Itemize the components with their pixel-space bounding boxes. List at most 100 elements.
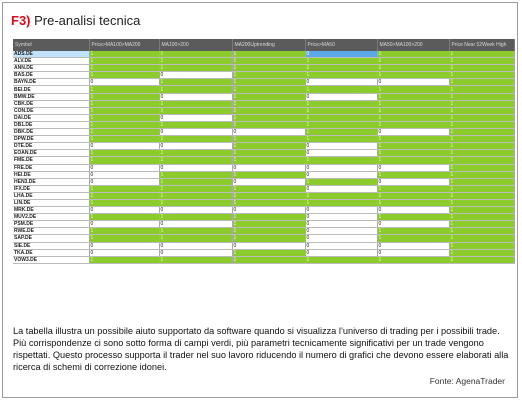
match-cell[interactable]: 1 (449, 51, 515, 59)
match-cell[interactable]: 1 (232, 171, 306, 179)
symbol-cell[interactable]: CON.DE (13, 107, 90, 115)
nomatch-cell[interactable]: 0 (377, 249, 450, 257)
nomatch-cell[interactable]: 0 (232, 206, 306, 215)
nomatch-cell[interactable]: 0 (377, 242, 450, 250)
match-cell[interactable]: 1 (232, 220, 306, 229)
symbol-cell[interactable]: HEI.DE (13, 171, 90, 179)
match-cell[interactable]: 1 (232, 121, 306, 130)
symbol-cell[interactable]: EOAN.DE (13, 149, 90, 158)
match-cell[interactable]: 1 (89, 57, 160, 66)
symbol-cell[interactable]: MRK.DE (13, 206, 90, 215)
nomatch-cell[interactable]: 0 (377, 164, 450, 172)
symbol-cell[interactable]: VOW3.DE (13, 256, 90, 264)
nomatch-cell[interactable]: 0 (305, 234, 378, 243)
table-row[interactable]: BEI.DE 1 1 1 1 1 1 (13, 85, 515, 94)
match-cell[interactable]: 1 (159, 213, 233, 222)
match-cell[interactable]: 1 (159, 185, 233, 193)
match-cell[interactable]: 1 (377, 171, 450, 179)
match-cell[interactable]: 1 (377, 51, 450, 59)
table-row[interactable]: BAYN.DE 0 1 1 0 0 1 (13, 78, 515, 87)
match-cell[interactable]: 1 (89, 156, 160, 165)
table-row[interactable]: EOAN.DE 1 1 1 0 1 1 (13, 149, 515, 158)
match-cell[interactable]: 1 (305, 156, 378, 165)
table-row[interactable]: BMW.DE 1 0 1 0 1 1 (13, 93, 515, 101)
nomatch-cell[interactable]: 0 (232, 128, 306, 137)
nomatch-cell[interactable]: 0 (89, 78, 160, 87)
table-row[interactable]: FRE.DE 0 0 0 0 0 1 (13, 164, 515, 172)
match-cell[interactable]: 1 (377, 185, 450, 193)
table-row[interactable]: VOW3.DE 1 1 1 1 1 1 (13, 256, 515, 264)
table-row[interactable]: CON.DE 1 1 1 1 1 1 (13, 107, 515, 115)
nomatch-cell[interactable]: 0 (159, 71, 233, 80)
table-row[interactable]: ADS.DE 1 1 1 0 1 1 (13, 51, 515, 59)
table-row[interactable]: TKA.DE 0 0 1 0 0 1 (13, 249, 515, 257)
match-cell[interactable]: 1 (305, 192, 378, 200)
match-cell[interactable]: 1 (305, 121, 378, 130)
match-cell[interactable]: 1 (232, 64, 306, 73)
nomatch-cell[interactable]: 0 (377, 78, 450, 87)
symbol-cell[interactable]: DAI.DE (13, 114, 90, 122)
match-cell[interactable]: 1 (232, 100, 306, 108)
nomatch-cell[interactable]: 0 (305, 93, 378, 101)
nomatch-cell[interactable]: 0 (305, 149, 378, 158)
match-cell[interactable]: 1 (232, 249, 306, 257)
nomatch-cell[interactable]: 0 (305, 242, 378, 250)
nomatch-cell[interactable]: 0 (159, 128, 233, 137)
match-cell[interactable]: 1 (232, 57, 306, 66)
match-cell[interactable]: 1 (232, 156, 306, 165)
match-cell[interactable]: 1 (449, 171, 515, 179)
symbol-cell[interactable]: TKA.DE (13, 249, 90, 257)
nomatch-cell[interactable]: 0 (159, 220, 233, 229)
match-cell[interactable]: 1 (232, 234, 306, 243)
nomatch-cell[interactable]: 0 (159, 93, 233, 101)
match-cell[interactable]: 1 (449, 256, 515, 264)
symbol-cell[interactable]: SIE.DE (13, 242, 90, 250)
match-cell[interactable]: 1 (449, 192, 515, 200)
match-cell[interactable]: 1 (305, 256, 378, 264)
match-cell[interactable]: 1 (232, 107, 306, 115)
match-cell[interactable]: 1 (449, 85, 515, 94)
nomatch-cell[interactable]: 0 (305, 249, 378, 257)
match-cell[interactable]: 1 (377, 213, 450, 222)
symbol-cell[interactable]: BEI.DE (13, 85, 90, 94)
column-header-symbol[interactable]: Symbol (13, 39, 90, 51)
nomatch-cell[interactable]: 0 (89, 206, 160, 215)
table-row[interactable]: PSM.DE 0 0 1 0 0 1 (13, 220, 515, 229)
match-cell[interactable]: 1 (159, 121, 233, 130)
match-cell[interactable]: 1 (377, 256, 450, 264)
match-cell[interactable]: 1 (159, 51, 233, 59)
match-cell[interactable]: 1 (449, 71, 515, 80)
match-cell[interactable]: 1 (449, 78, 515, 87)
match-cell[interactable]: 1 (232, 227, 306, 236)
column-header[interactable]: MA50>MA100>200 (377, 39, 450, 51)
match-cell[interactable]: 1 (449, 178, 515, 186)
match-cell[interactable]: 1 (377, 71, 450, 80)
column-header[interactable]: MA100>200 (159, 39, 233, 51)
match-cell[interactable]: 1 (159, 57, 233, 66)
match-cell[interactable]: 1 (305, 178, 378, 186)
match-cell[interactable]: 1 (89, 256, 160, 264)
match-cell[interactable]: 1 (449, 234, 515, 243)
symbol-cell[interactable]: DPW.DE (13, 135, 90, 144)
table-row[interactable]: LHA.DE 1 1 1 1 1 1 (13, 192, 515, 200)
table-row[interactable]: CBK.DE 1 1 1 1 1 1 (13, 100, 515, 108)
nomatch-cell[interactable]: 0 (89, 171, 160, 179)
match-cell[interactable]: 1 (449, 135, 515, 144)
match-cell[interactable]: 1 (305, 85, 378, 94)
match-cell[interactable]: 1 (89, 234, 160, 243)
column-header[interactable]: Price Near 52Week High (449, 39, 515, 51)
symbol-cell[interactable]: BAS.DE (13, 71, 90, 80)
match-cell[interactable]: 1 (232, 142, 306, 151)
table-row[interactable]: IFX.DE 1 1 1 0 1 1 (13, 185, 515, 193)
nomatch-cell[interactable]: 0 (159, 142, 233, 151)
match-cell[interactable]: 1 (232, 135, 306, 144)
match-cell[interactable]: 1 (159, 64, 233, 73)
match-cell[interactable]: 1 (449, 128, 515, 137)
nomatch-cell[interactable]: 0 (305, 78, 378, 87)
nomatch-cell[interactable]: 0 (89, 249, 160, 257)
match-cell[interactable]: 1 (89, 85, 160, 94)
match-cell[interactable]: 1 (449, 64, 515, 73)
match-cell[interactable]: 1 (377, 85, 450, 94)
match-cell[interactable]: 1 (305, 107, 378, 115)
symbol-cell[interactable]: DB1.DE (13, 121, 90, 130)
